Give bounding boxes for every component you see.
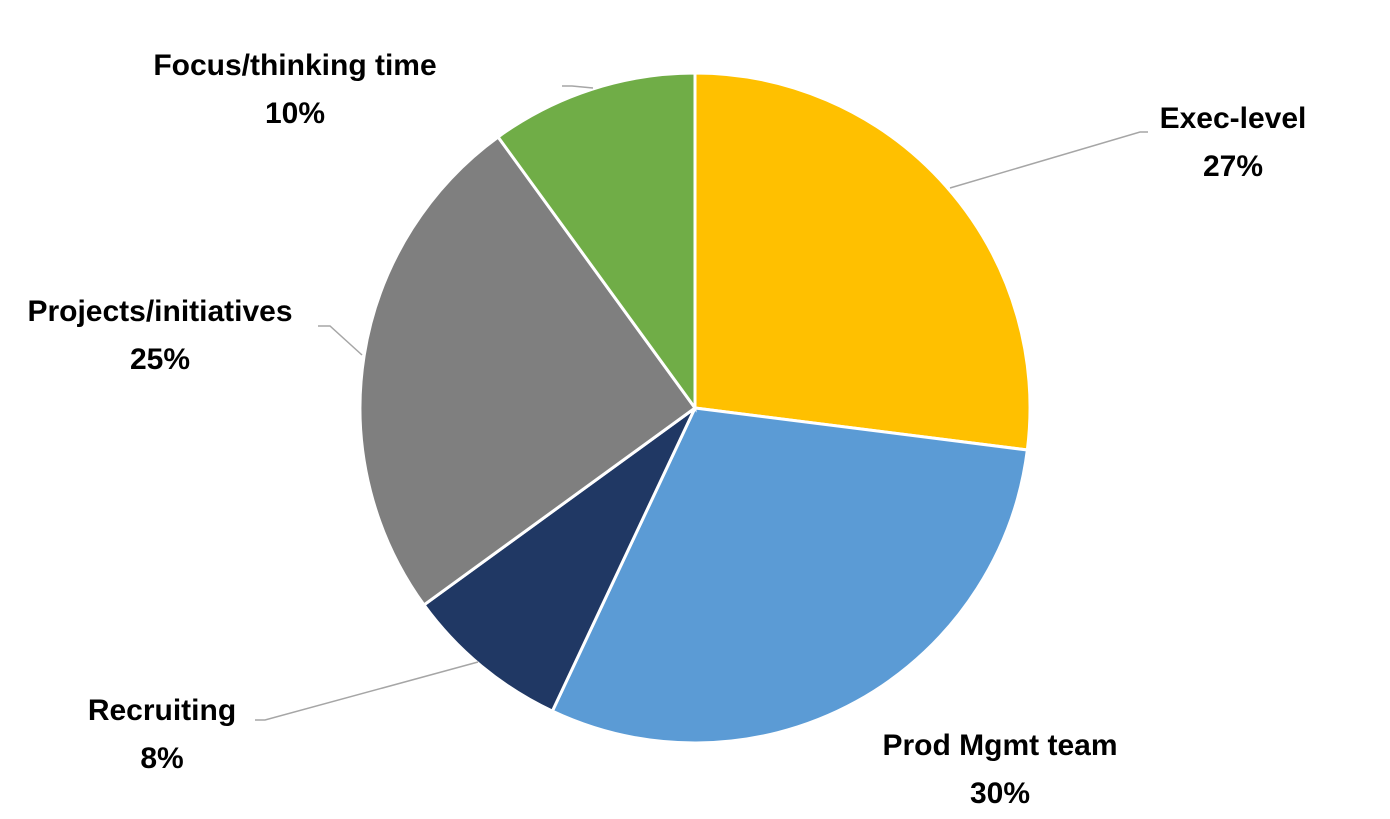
leader-line — [949, 131, 1148, 189]
slice-value-label: 30% — [970, 777, 1030, 810]
pie-slice — [495, 71, 697, 413]
pie-slice — [421, 406, 697, 714]
slice-label: Recruiting — [88, 694, 236, 727]
leader-line — [255, 661, 479, 721]
slice-label: Prod Mgmt team — [882, 729, 1117, 762]
slice-label: Exec-level — [1160, 102, 1307, 135]
slice-label: Focus/thinking time — [153, 49, 436, 82]
pie-slice — [550, 406, 1030, 745]
slice-label: Projects/initiatives — [27, 295, 292, 328]
slice-value-label: 27% — [1203, 150, 1263, 183]
slice-value-label: 8% — [140, 742, 183, 775]
slice-value-label: 25% — [130, 343, 190, 376]
leader-line — [318, 325, 363, 356]
leader-line — [562, 85, 594, 89]
pie-slice — [693, 71, 1032, 452]
pie-slice — [358, 134, 698, 608]
slice-value-label: 10% — [265, 97, 325, 130]
